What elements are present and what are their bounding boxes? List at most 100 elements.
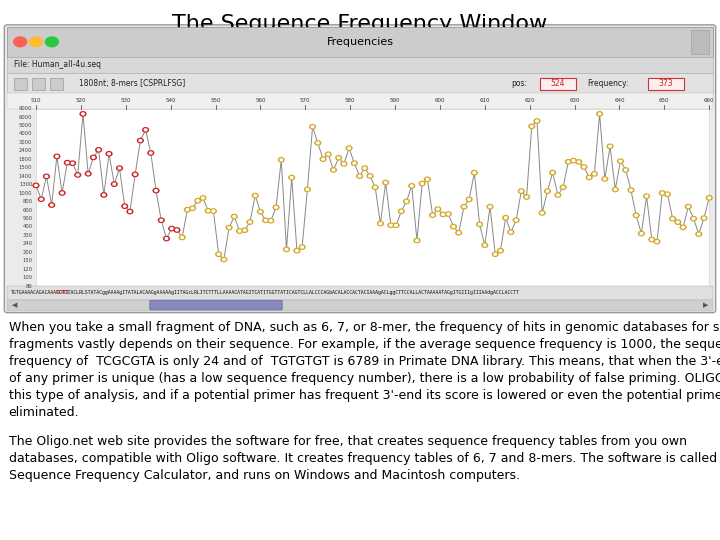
Text: 120: 120: [22, 267, 32, 272]
Circle shape: [473, 172, 476, 174]
Text: 5000: 5000: [19, 123, 32, 128]
Circle shape: [264, 219, 267, 221]
Circle shape: [50, 204, 53, 206]
Circle shape: [410, 185, 413, 187]
Circle shape: [97, 149, 100, 151]
Bar: [691, 30, 709, 54]
Circle shape: [572, 160, 575, 161]
Circle shape: [200, 196, 206, 200]
Circle shape: [690, 217, 696, 221]
Text: Frequency:: Frequency:: [587, 79, 629, 87]
Circle shape: [138, 138, 143, 143]
Circle shape: [675, 220, 681, 224]
Circle shape: [515, 219, 518, 221]
Circle shape: [562, 186, 564, 188]
Circle shape: [546, 190, 549, 192]
Circle shape: [706, 195, 712, 200]
Circle shape: [379, 222, 382, 225]
Circle shape: [415, 240, 418, 241]
Circle shape: [442, 213, 444, 215]
Circle shape: [468, 198, 470, 200]
Circle shape: [552, 172, 554, 173]
Circle shape: [81, 113, 84, 115]
Text: 580: 580: [345, 98, 356, 103]
Text: 530: 530: [120, 98, 131, 103]
Circle shape: [122, 204, 127, 208]
Circle shape: [393, 223, 399, 227]
Circle shape: [289, 176, 294, 180]
Circle shape: [237, 229, 243, 233]
Text: 1000: 1000: [19, 191, 32, 195]
Circle shape: [353, 162, 356, 164]
Circle shape: [273, 205, 279, 210]
Bar: [14, 78, 27, 90]
Circle shape: [544, 189, 550, 193]
Circle shape: [343, 163, 345, 165]
Circle shape: [325, 152, 331, 157]
Circle shape: [143, 127, 148, 132]
Circle shape: [192, 207, 194, 209]
Circle shape: [526, 196, 528, 198]
Circle shape: [624, 169, 627, 171]
Bar: [50, 78, 63, 90]
Circle shape: [87, 173, 89, 174]
Text: 500: 500: [22, 216, 32, 221]
Circle shape: [618, 159, 624, 163]
Circle shape: [139, 139, 142, 141]
Circle shape: [70, 161, 76, 165]
Circle shape: [85, 172, 91, 176]
Circle shape: [518, 189, 524, 193]
Circle shape: [498, 248, 503, 253]
Circle shape: [205, 208, 211, 213]
Circle shape: [431, 214, 434, 216]
Circle shape: [529, 124, 535, 129]
Circle shape: [508, 230, 514, 234]
Circle shape: [54, 154, 60, 159]
Bar: [7, 27, 713, 57]
Circle shape: [280, 159, 282, 161]
Circle shape: [75, 173, 81, 177]
Circle shape: [96, 147, 102, 152]
Circle shape: [212, 210, 215, 212]
Text: 640: 640: [614, 98, 625, 103]
Circle shape: [269, 220, 272, 221]
Circle shape: [306, 188, 309, 191]
Circle shape: [499, 249, 502, 252]
Circle shape: [374, 186, 377, 188]
Circle shape: [623, 168, 629, 172]
Circle shape: [258, 210, 264, 214]
Circle shape: [311, 126, 314, 128]
Circle shape: [106, 152, 112, 156]
Circle shape: [181, 237, 184, 238]
Circle shape: [243, 230, 246, 231]
Circle shape: [315, 141, 320, 145]
Circle shape: [494, 253, 497, 255]
Text: File: Human_all-4u.seq: File: Human_all-4u.seq: [14, 60, 102, 69]
Bar: [540, 78, 576, 90]
Circle shape: [489, 206, 491, 208]
Circle shape: [649, 238, 654, 242]
Circle shape: [687, 206, 690, 207]
Circle shape: [71, 162, 74, 164]
Circle shape: [132, 172, 138, 177]
Text: 200: 200: [22, 250, 32, 255]
Circle shape: [436, 208, 439, 210]
Circle shape: [364, 167, 366, 169]
Circle shape: [670, 217, 675, 221]
Circle shape: [629, 189, 632, 191]
Circle shape: [216, 252, 222, 256]
Circle shape: [254, 194, 256, 197]
Text: 550: 550: [210, 98, 221, 103]
Circle shape: [650, 239, 653, 240]
Circle shape: [226, 225, 232, 229]
Circle shape: [557, 194, 559, 196]
Circle shape: [409, 184, 415, 188]
Text: 524: 524: [551, 79, 565, 87]
FancyBboxPatch shape: [4, 25, 716, 313]
Circle shape: [452, 226, 455, 227]
Circle shape: [682, 226, 685, 228]
Text: 560: 560: [255, 98, 266, 103]
Text: 300: 300: [22, 233, 32, 238]
Circle shape: [221, 258, 227, 262]
Circle shape: [461, 205, 467, 209]
